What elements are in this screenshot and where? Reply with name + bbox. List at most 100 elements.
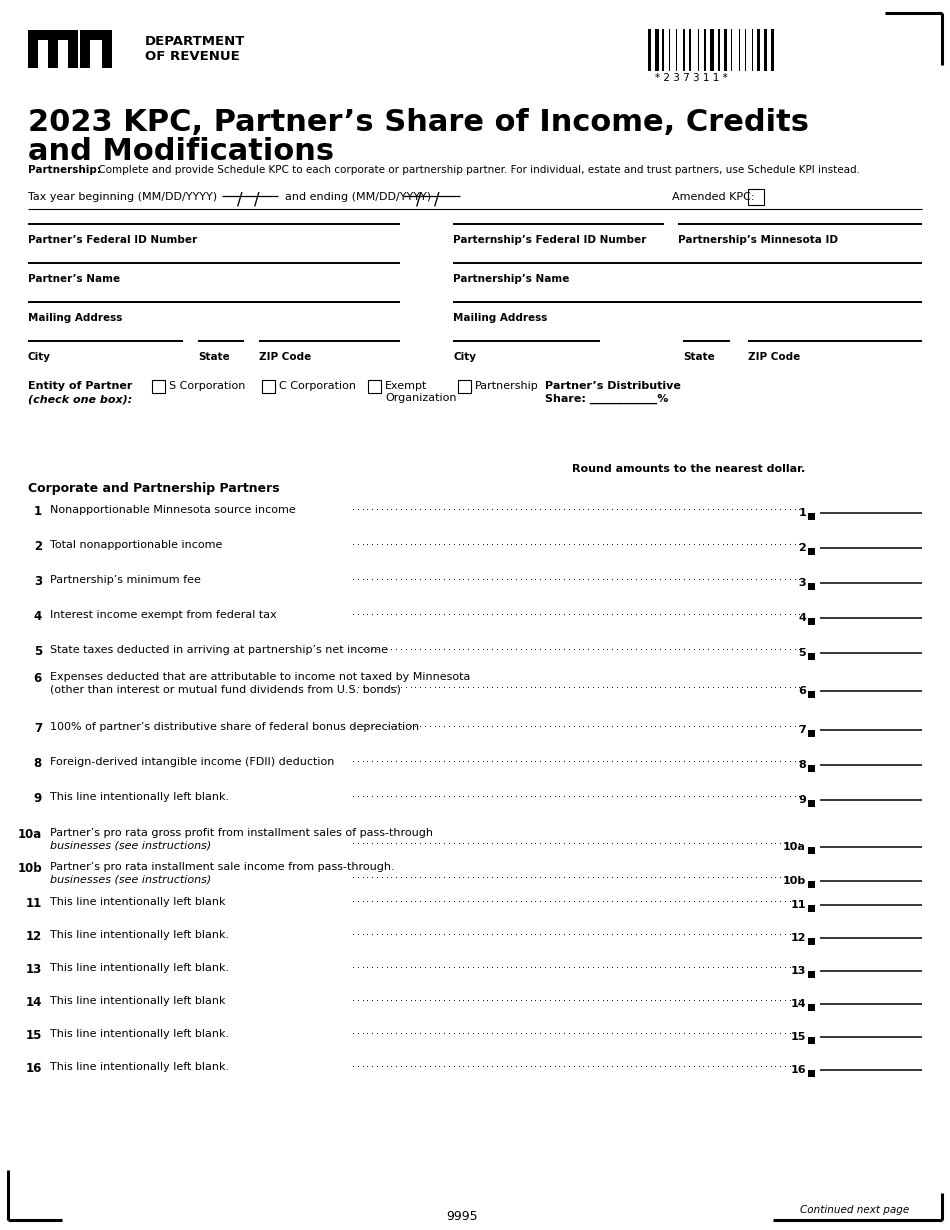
Bar — [764, 30, 768, 71]
Bar — [724, 30, 727, 71]
Text: 4: 4 — [34, 610, 42, 624]
Bar — [262, 380, 275, 394]
Bar — [368, 380, 381, 394]
Bar — [705, 30, 706, 71]
Bar — [458, 380, 471, 394]
Bar — [808, 729, 815, 737]
Bar — [771, 30, 774, 71]
Text: Mailing Address: Mailing Address — [453, 312, 547, 323]
Bar — [683, 30, 685, 71]
Text: Interest income exempt from federal tax: Interest income exempt from federal tax — [50, 610, 276, 620]
Text: Mailing Address: Mailing Address — [28, 312, 123, 323]
Text: /: / — [237, 189, 242, 208]
Text: Organization: Organization — [385, 394, 457, 403]
Bar — [808, 800, 815, 807]
Bar — [58, 60, 68, 68]
Text: * 2 3 7 3 1 1 *: * 2 3 7 3 1 1 * — [655, 73, 728, 82]
Bar — [38, 41, 48, 68]
Bar — [58, 41, 68, 68]
Bar — [808, 765, 815, 772]
Bar — [80, 30, 90, 68]
Text: 2023 KPC, Partner’s Share of Income, Credits: 2023 KPC, Partner’s Share of Income, Cre… — [28, 108, 809, 137]
Text: 15: 15 — [790, 1032, 806, 1042]
Text: Partner’s pro rata installment sale income from pass-through.: Partner’s pro rata installment sale inco… — [50, 862, 394, 872]
Text: 14: 14 — [26, 996, 42, 1009]
Text: /: / — [416, 189, 422, 208]
Bar — [58, 30, 68, 57]
Bar — [102, 30, 112, 68]
Bar — [710, 30, 713, 71]
Text: Exempt: Exempt — [385, 381, 428, 391]
Text: Foreign-derived intangible income (FDII) deduction: Foreign-derived intangible income (FDII)… — [50, 756, 334, 768]
Text: This line intentionally left blank: This line intentionally left blank — [50, 996, 225, 1006]
Text: Corporate and Partnership Partners: Corporate and Partnership Partners — [28, 482, 279, 494]
Bar — [808, 653, 815, 661]
Text: 3: 3 — [34, 574, 42, 588]
Text: 2: 2 — [798, 542, 806, 554]
Text: 10b: 10b — [783, 876, 806, 886]
Text: State: State — [198, 352, 230, 362]
Text: 10a: 10a — [18, 828, 42, 841]
Bar — [90, 41, 102, 68]
Text: 13: 13 — [790, 966, 806, 975]
Text: Complete and provide Schedule KPC to each corporate or partnership partner. For : Complete and provide Schedule KPC to eac… — [95, 165, 860, 175]
Text: C Corporation: C Corporation — [279, 381, 356, 391]
Text: 8: 8 — [34, 756, 42, 770]
Text: ZIP Code: ZIP Code — [748, 352, 800, 362]
Text: Parternship’s Federal ID Number: Parternship’s Federal ID Number — [453, 235, 646, 245]
Text: 4: 4 — [798, 613, 806, 624]
Text: This line intentionally left blank: This line intentionally left blank — [50, 897, 225, 907]
Bar — [717, 30, 720, 71]
Text: 7: 7 — [34, 722, 42, 736]
Text: This line intentionally left blank.: This line intentionally left blank. — [50, 1030, 229, 1039]
Bar — [689, 30, 692, 71]
Text: 10b: 10b — [17, 862, 42, 875]
Text: businesses (see instructions): businesses (see instructions) — [50, 841, 211, 851]
Bar — [745, 30, 747, 71]
Bar — [808, 938, 815, 945]
Text: Partner’s Federal ID Number: Partner’s Federal ID Number — [28, 235, 198, 245]
Bar — [38, 30, 48, 57]
Text: 11: 11 — [790, 900, 806, 910]
Text: 6: 6 — [798, 686, 806, 696]
Text: S Corporation: S Corporation — [169, 381, 245, 391]
Text: 1: 1 — [798, 508, 806, 518]
Bar — [808, 881, 815, 888]
Text: 16: 16 — [790, 1065, 806, 1075]
Bar — [808, 617, 815, 625]
Text: 1: 1 — [34, 506, 42, 518]
Bar — [90, 60, 102, 68]
Text: 9995: 9995 — [446, 1210, 478, 1223]
Bar — [757, 30, 760, 71]
Bar — [669, 30, 671, 71]
Bar — [808, 513, 815, 520]
Text: Partner’s Name: Partner’s Name — [28, 274, 120, 284]
Bar — [38, 60, 48, 68]
Text: and Modifications: and Modifications — [28, 137, 334, 166]
Text: Partnership’s Minnesota ID: Partnership’s Minnesota ID — [678, 235, 838, 245]
Text: 13: 13 — [26, 963, 42, 975]
Text: City: City — [28, 352, 51, 362]
Text: 5: 5 — [34, 645, 42, 658]
Text: and ending (MM/DD/YYYY): and ending (MM/DD/YYYY) — [285, 192, 431, 202]
Text: Total nonapportionable income: Total nonapportionable income — [50, 540, 222, 550]
Text: 16: 16 — [26, 1061, 42, 1075]
Text: /: / — [434, 189, 440, 208]
Text: Nonapportionable Minnesota source income: Nonapportionable Minnesota source income — [50, 506, 295, 515]
Text: Share: ____________%: Share: ____________% — [545, 394, 669, 405]
Bar — [808, 905, 815, 911]
Text: 14: 14 — [790, 999, 806, 1009]
Bar — [90, 30, 102, 57]
Text: Partnership:: Partnership: — [28, 165, 101, 175]
Text: 11: 11 — [26, 897, 42, 910]
Text: 10a: 10a — [783, 843, 806, 852]
Bar — [738, 30, 740, 71]
Text: Partnership’s Name: Partnership’s Name — [453, 274, 569, 284]
Text: 12: 12 — [26, 930, 42, 943]
Bar — [808, 847, 815, 854]
Text: This line intentionally left blank.: This line intentionally left blank. — [50, 930, 229, 940]
Bar — [751, 30, 753, 71]
Bar — [68, 30, 78, 68]
Text: 12: 12 — [790, 934, 806, 943]
Text: Continued next page: Continued next page — [800, 1205, 909, 1215]
